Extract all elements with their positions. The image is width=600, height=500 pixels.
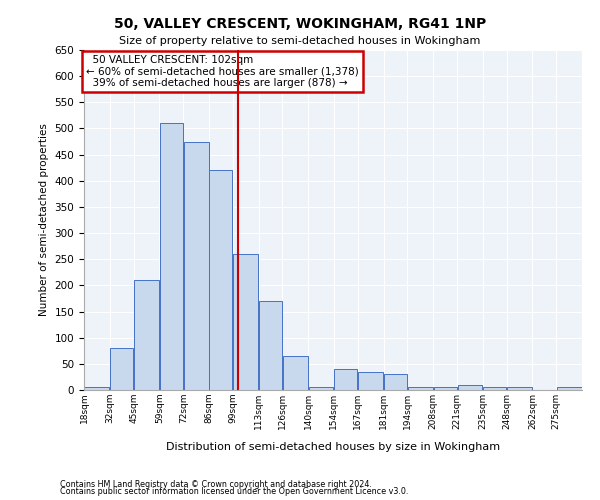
Bar — [160, 123, 183, 390]
Text: Size of property relative to semi-detached houses in Wokingham: Size of property relative to semi-detach… — [119, 36, 481, 46]
Bar — [233, 254, 258, 390]
Text: Contains public sector information licensed under the Open Government Licence v3: Contains public sector information licen… — [60, 488, 409, 496]
Bar — [434, 388, 457, 390]
Text: Contains HM Land Registry data © Crown copyright and database right 2024.: Contains HM Land Registry data © Crown c… — [60, 480, 372, 489]
Text: 50 VALLEY CRESCENT: 102sqm
← 60% of semi-detached houses are smaller (1,378)
  3: 50 VALLEY CRESCENT: 102sqm ← 60% of semi… — [86, 55, 359, 88]
Bar — [308, 388, 334, 390]
Bar — [358, 372, 383, 390]
Bar — [557, 388, 581, 390]
Bar — [384, 374, 407, 390]
Text: Distribution of semi-detached houses by size in Wokingham: Distribution of semi-detached houses by … — [166, 442, 500, 452]
Y-axis label: Number of semi-detached properties: Number of semi-detached properties — [39, 124, 49, 316]
Bar — [408, 388, 433, 390]
Bar — [334, 369, 358, 390]
Bar — [110, 348, 133, 390]
Bar — [134, 280, 159, 390]
Bar — [283, 356, 308, 390]
Bar — [259, 301, 282, 390]
Bar — [483, 388, 506, 390]
Bar — [184, 142, 209, 390]
Text: 50, VALLEY CRESCENT, WOKINGHAM, RG41 1NP: 50, VALLEY CRESCENT, WOKINGHAM, RG41 1NP — [114, 18, 486, 32]
Bar — [209, 170, 232, 390]
Bar — [85, 388, 109, 390]
Bar — [458, 385, 482, 390]
Bar — [507, 388, 532, 390]
